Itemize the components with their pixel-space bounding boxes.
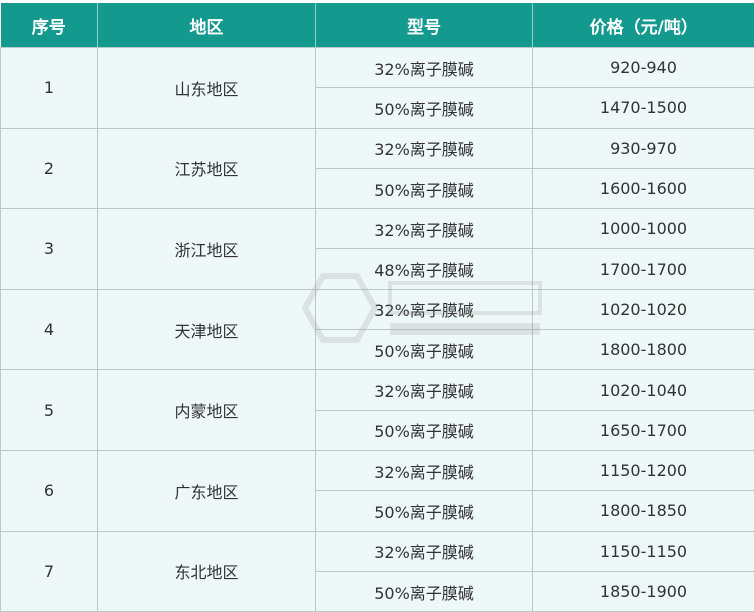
row-model: 32%离子膜碱 <box>316 370 533 410</box>
row-index: 6 <box>1 450 98 531</box>
header-model: 型号 <box>316 3 533 48</box>
row-index: 2 <box>1 128 98 209</box>
row-price: 1850-1900 <box>533 571 754 611</box>
row-price: 930-970 <box>533 128 754 168</box>
row-price: 1700-1700 <box>533 249 754 289</box>
row-model: 48%离子膜碱 <box>316 249 533 289</box>
row-price: 1470-1500 <box>533 88 754 128</box>
row-price: 1000-1000 <box>533 209 754 249</box>
row-model: 50%离子膜碱 <box>316 571 533 611</box>
row-model: 50%离子膜碱 <box>316 168 533 208</box>
row-region: 山东地区 <box>98 48 316 129</box>
row-price: 1650-1700 <box>533 410 754 450</box>
row-region: 内蒙地区 <box>98 370 316 451</box>
row-region: 江苏地区 <box>98 128 316 209</box>
row-price: 1600-1600 <box>533 168 754 208</box>
row-region: 天津地区 <box>98 289 316 370</box>
header-row: 序号 地区 型号 价格（元/吨） <box>1 3 754 48</box>
row-price: 1020-1020 <box>533 289 754 329</box>
header-index: 序号 <box>1 3 98 48</box>
row-price: 1150-1200 <box>533 450 754 490</box>
row-region: 浙江地区 <box>98 209 316 290</box>
row-model: 50%离子膜碱 <box>316 491 533 531</box>
header-price: 价格（元/吨） <box>533 3 754 48</box>
row-region: 广东地区 <box>98 450 316 531</box>
row-index: 3 <box>1 209 98 290</box>
row-price: 1800-1800 <box>533 330 754 370</box>
row-model: 50%离子膜碱 <box>316 330 533 370</box>
row-model: 50%离子膜碱 <box>316 410 533 450</box>
row-price: 1800-1850 <box>533 491 754 531</box>
row-region: 东北地区 <box>98 531 316 612</box>
row-model: 32%离子膜碱 <box>316 450 533 490</box>
row-model: 32%离子膜碱 <box>316 48 533 88</box>
row-model: 32%离子膜碱 <box>316 128 533 168</box>
row-model: 32%离子膜碱 <box>316 209 533 249</box>
row-model: 32%离子膜碱 <box>316 289 533 329</box>
row-model: 32%离子膜碱 <box>316 531 533 571</box>
row-model: 50%离子膜碱 <box>316 88 533 128</box>
row-price: 1020-1040 <box>533 370 754 410</box>
row-price: 1150-1150 <box>533 531 754 571</box>
row-index: 7 <box>1 531 98 612</box>
row-index: 5 <box>1 370 98 451</box>
header-region: 地区 <box>98 3 316 48</box>
row-price: 920-940 <box>533 48 754 88</box>
row-index: 4 <box>1 289 98 370</box>
row-index: 1 <box>1 48 98 129</box>
